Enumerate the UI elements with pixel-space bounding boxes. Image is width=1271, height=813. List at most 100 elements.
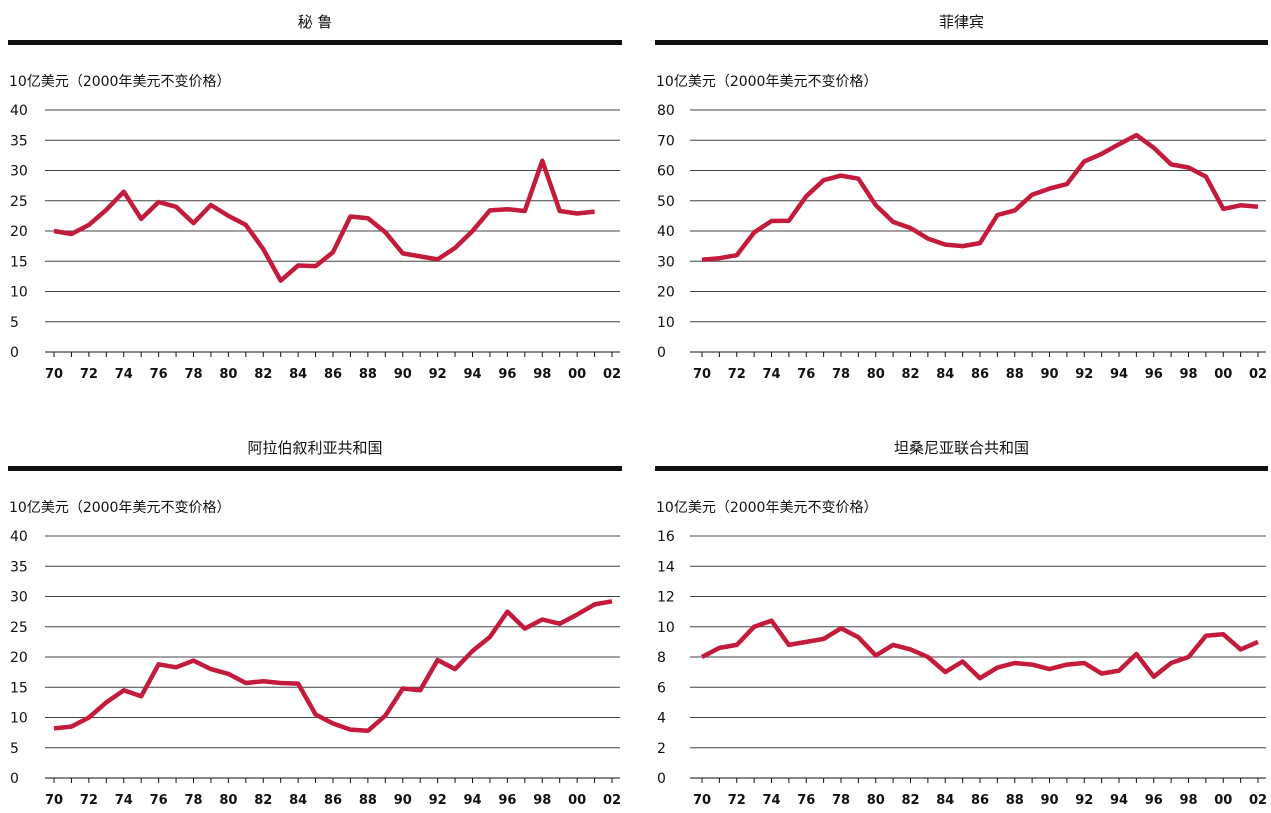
x-tick-label: 72 (728, 793, 746, 808)
y-axis-label: 10亿美元（2000年美元不变价格） (656, 500, 877, 516)
x-tick-label: 84 (289, 367, 307, 382)
y-tick-label: 16 (657, 529, 675, 545)
y-tick-label: 8 (657, 650, 666, 666)
x-tick-label: 02 (1249, 367, 1267, 382)
y-tick-label: 0 (657, 345, 666, 361)
x-tick-label: 00 (1214, 793, 1232, 808)
y-tick-label: 0 (657, 771, 666, 787)
y-tick-label: 20 (10, 224, 28, 240)
x-tick-label: 78 (832, 793, 850, 808)
chart-title: 菲律宾 (939, 13, 984, 31)
x-tick-label: 96 (1145, 367, 1163, 382)
y-tick-label: 10 (657, 315, 675, 331)
y-tick-label: 0 (10, 771, 19, 787)
x-tick-label: 90 (1040, 367, 1058, 382)
x-tick-label: 70 (693, 367, 711, 382)
x-tick-label: 82 (254, 793, 272, 808)
x-tick-label: 92 (1075, 793, 1093, 808)
x-tick-label: 00 (1214, 367, 1232, 382)
x-tick-label: 82 (901, 793, 919, 808)
y-tick-label: 4 (657, 711, 666, 727)
x-tick-label: 84 (936, 367, 954, 382)
x-tick-label: 94 (1110, 793, 1128, 808)
x-tick-label: 02 (603, 367, 621, 382)
x-tick-label: 96 (498, 367, 516, 382)
x-tick-label: 88 (1006, 793, 1024, 808)
x-tick-label: 70 (693, 793, 711, 808)
title-rule (655, 466, 1268, 471)
x-tick-label: 82 (901, 367, 919, 382)
y-tick-label: 20 (10, 650, 28, 666)
x-tick-label: 88 (1006, 367, 1024, 382)
data-line (53, 158, 595, 283)
x-tick-label: 78 (832, 367, 850, 382)
x-tick-label: 88 (359, 793, 377, 808)
y-tick-label: 25 (10, 620, 28, 636)
title-rule (8, 40, 622, 45)
y-tick-label: 14 (657, 559, 675, 575)
y-tick-label: 10 (10, 711, 28, 727)
y-tick-label: 80 (657, 103, 675, 119)
x-tick-label: 78 (184, 793, 202, 808)
x-tick-label: 78 (184, 367, 202, 382)
x-tick-label: 02 (1249, 793, 1267, 808)
data-line (700, 618, 1259, 681)
x-tick-label: 98 (533, 367, 551, 382)
x-tick-label: 76 (797, 793, 815, 808)
x-tick-label: 86 (971, 793, 989, 808)
x-tick-label: 98 (533, 793, 551, 808)
y-axis-label: 10亿美元（2000年美元不变价格） (9, 74, 230, 90)
data-line (53, 599, 613, 734)
x-tick-label: 84 (936, 793, 954, 808)
y-tick-label: 20 (657, 285, 675, 301)
y-tick-label: 35 (10, 559, 28, 575)
y-tick-label: 40 (657, 224, 675, 240)
chart-title: 秘 鲁 (298, 13, 333, 31)
x-tick-label: 76 (797, 367, 815, 382)
y-tick-label: 50 (657, 194, 675, 210)
x-tick-label: 84 (289, 793, 307, 808)
title-rule (8, 466, 622, 471)
y-tick-label: 10 (10, 285, 28, 301)
y-tick-label: 15 (10, 680, 28, 696)
x-tick-label: 74 (762, 793, 780, 808)
chart-title: 阿拉伯叙利亚共和国 (247, 439, 382, 457)
y-tick-label: 30 (10, 590, 28, 606)
x-tick-label: 76 (150, 367, 168, 382)
x-tick-label: 92 (1075, 367, 1093, 382)
x-tick-label: 90 (394, 793, 412, 808)
x-tick-label: 70 (45, 367, 63, 382)
x-tick-label: 80 (867, 793, 885, 808)
y-tick-label: 70 (657, 133, 675, 149)
y-tick-label: 60 (657, 164, 675, 180)
x-tick-label: 96 (1145, 793, 1163, 808)
x-tick-label: 90 (394, 367, 412, 382)
y-tick-label: 30 (10, 164, 28, 180)
y-tick-label: 35 (10, 133, 28, 149)
x-tick-label: 80 (219, 367, 237, 382)
title-rule (655, 40, 1268, 45)
x-tick-label: 74 (115, 367, 133, 382)
y-tick-label: 40 (10, 103, 28, 119)
x-tick-label: 82 (254, 367, 272, 382)
y-tick-label: 5 (10, 315, 19, 331)
x-tick-label: 70 (45, 793, 63, 808)
x-tick-label: 94 (463, 793, 481, 808)
x-tick-label: 72 (728, 367, 746, 382)
x-tick-label: 72 (80, 367, 98, 382)
x-tick-label: 00 (568, 367, 586, 382)
x-tick-label: 98 (1179, 793, 1197, 808)
x-tick-label: 92 (429, 793, 447, 808)
x-tick-label: 74 (762, 367, 780, 382)
x-tick-label: 00 (568, 793, 586, 808)
y-tick-label: 6 (657, 680, 666, 696)
y-tick-label: 30 (657, 254, 675, 270)
x-tick-label: 72 (80, 793, 98, 808)
x-tick-label: 86 (324, 793, 342, 808)
y-tick-label: 10 (657, 620, 675, 636)
x-tick-label: 80 (867, 367, 885, 382)
y-tick-label: 25 (10, 194, 28, 210)
x-tick-label: 98 (1179, 367, 1197, 382)
x-tick-label: 76 (150, 793, 168, 808)
